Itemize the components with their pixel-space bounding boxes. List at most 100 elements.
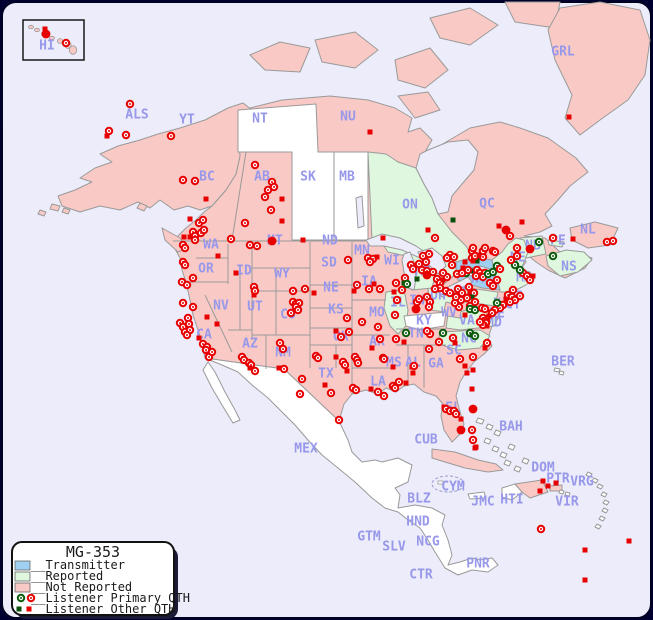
region-label-tn: TN (408, 327, 424, 342)
listener-marker-rc (190, 235, 200, 245)
region-label-nv: NV (213, 299, 229, 314)
cayman-dashed-outline (431, 475, 465, 493)
listener-marker-rb (468, 404, 478, 414)
region-label-ptr: PTR (546, 472, 570, 487)
listener-marker-rs (311, 290, 317, 296)
listener-marker-rc (475, 317, 485, 327)
region-label-hti: HTI (500, 493, 523, 508)
region-label-dom: DOM (531, 461, 555, 476)
listener-marker-rc (365, 257, 375, 267)
listener-marker-rc (250, 160, 260, 170)
listener-marker-gc (492, 298, 502, 308)
listener-marker-rc (266, 205, 276, 215)
listener-marker-rs (503, 296, 509, 302)
listener-marker-rc (434, 337, 444, 347)
listener-marker-rc (422, 326, 432, 336)
landmass (501, 483, 523, 501)
listener-marker-rc (26, 593, 36, 603)
landmass (415, 139, 479, 215)
listener-marker-rc (226, 234, 236, 244)
region-label-ncg: NCG (416, 535, 440, 550)
listener-marker-gc (438, 328, 448, 338)
landmass (204, 357, 499, 576)
listener-marker-rc (430, 284, 440, 294)
listener-marker-rs (391, 289, 397, 295)
listener-marker-rc (438, 268, 448, 278)
legend: MG-353__Transmitter__Reported__Not Repor… (11, 541, 190, 619)
listener-marker-rc (512, 243, 522, 253)
listener-marker-rc (408, 264, 418, 274)
listener-marker-rc (180, 243, 190, 253)
listener-marker-rs (104, 133, 110, 139)
listener-marker-rc (430, 233, 440, 243)
listener-marker-gc (548, 251, 558, 261)
legend-swatch-reported (14, 571, 31, 582)
listener-marker-rc (313, 353, 323, 363)
region-label-sc: SC (446, 344, 462, 359)
listener-marker-rc (286, 308, 296, 318)
listener-marker-rc (463, 265, 473, 275)
listener-marker-rc (352, 280, 362, 290)
listener-marker-rc (467, 425, 477, 435)
listener-marker-rc (250, 366, 260, 376)
listener-marker-rs (440, 277, 446, 283)
listener-marker-rc (468, 352, 478, 362)
listener-marker-rs (214, 321, 220, 327)
listener-marker-rc (421, 257, 431, 267)
listener-marker-rc (166, 131, 176, 141)
listener-marker-rc (508, 285, 518, 295)
region-label-sk: SK (300, 170, 316, 185)
listener-marker-rc (104, 126, 114, 136)
listener-marker-rc (495, 264, 505, 274)
landmass (202, 361, 241, 424)
legend-item-label: __Listener Other QTH (31, 602, 176, 616)
listener-marker-rs (344, 368, 350, 374)
listener-marker-rc (297, 374, 307, 384)
landmass (403, 311, 447, 331)
listener-marker-rc (178, 175, 188, 185)
region-label-nl: NL (580, 223, 596, 238)
region-label-tx: TX (318, 367, 334, 382)
listener-marker-gc (401, 328, 411, 338)
listener-marker-rs (570, 236, 576, 242)
region-label-cub: CUB (414, 433, 438, 448)
hawaii-island (49, 35, 55, 41)
landmass (545, 249, 593, 277)
listener-marker-rc (490, 247, 500, 257)
region-label-nt: NT (252, 112, 268, 127)
region-label-bc: BC (199, 170, 215, 185)
listener-marker-rc (455, 354, 465, 364)
listener-marker-rc (471, 271, 481, 281)
listener-marker-rs (462, 312, 468, 318)
listener-marker-rs (368, 386, 374, 392)
listener-marker-rs (470, 367, 476, 373)
region-label-ut: UT (247, 300, 263, 315)
listener-marker-gc (534, 237, 544, 247)
region-label-wv: WV (441, 306, 457, 321)
cayman-islet (437, 480, 444, 485)
listener-marker-rs (215, 253, 221, 259)
legend-swatch-transmitter (14, 560, 31, 571)
landmass (429, 7, 499, 46)
region-label-wy: WY (274, 267, 290, 282)
listener-marker-rc (608, 236, 618, 246)
legend-swatch-not_reported (14, 582, 31, 593)
hawaii-island (28, 24, 34, 30)
listener-marker-rc (300, 284, 310, 294)
listener-marker-rc (288, 286, 298, 296)
legend-item-label: __Not Reported (31, 580, 132, 594)
landmass (558, 471, 610, 530)
listener-marker-rs (403, 380, 409, 386)
listener-marker-rc (548, 233, 558, 243)
landmass (394, 47, 449, 89)
region-label-yt: YT (179, 113, 195, 128)
listener-marker-rc (182, 330, 192, 340)
listener-marker-rs (374, 254, 380, 260)
listener-marker-rc (390, 383, 400, 393)
listener-marker-rc (379, 354, 389, 364)
listener-marker-rc (260, 192, 270, 202)
listener-marker-rc (449, 252, 459, 262)
listener-marker-rs (482, 345, 488, 351)
listener-marker-gs (469, 294, 475, 300)
